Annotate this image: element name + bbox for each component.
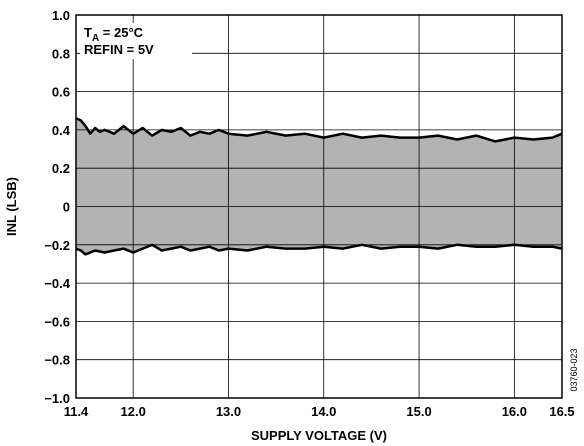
annotation-ta-symbol: T xyxy=(84,25,92,40)
x-tick-label: 16.0 xyxy=(502,404,527,419)
x-tick-label: 16.5 xyxy=(549,404,574,419)
annotation-background xyxy=(80,23,192,59)
series-lines xyxy=(75,117,563,256)
grid xyxy=(76,15,562,398)
y-tick-label: −0.6 xyxy=(44,314,70,329)
y-tick-label: 1.0 xyxy=(52,8,70,23)
x-axis-title: SUPPLY VOLTAGE (V) xyxy=(251,428,387,443)
annotation-temperature: TA = 25°C xyxy=(84,25,144,44)
annotation-ta-subscript: A xyxy=(92,33,99,44)
y-tick-label: 0.4 xyxy=(52,123,71,138)
y-tick-label: −0.2 xyxy=(44,238,70,253)
x-tick-label: 13.0 xyxy=(216,404,241,419)
y-tick-label: 0.6 xyxy=(52,85,70,100)
y-tick-label: 0 xyxy=(63,200,70,215)
inl-max-line xyxy=(75,117,563,143)
inl-envelope-fill xyxy=(76,118,562,255)
x-tick-label: 14.0 xyxy=(311,404,336,419)
y-tick-label: 0.8 xyxy=(52,46,70,61)
y-tick-label: −0.8 xyxy=(44,353,70,368)
figure-id: 03760-023 xyxy=(569,348,579,391)
y-tick-labels: 1.0 0.8 0.6 0.4 0.2 0 −0.2 −0.4 −0.6 −0.8 −1.0 xyxy=(44,8,70,406)
x-tick-labels: 11.4 12.0 13.0 14.0 15.0 16.0 16.5 xyxy=(64,404,575,419)
x-tick-label: 11.4 xyxy=(64,404,89,419)
plot-frame xyxy=(75,14,563,399)
annotation-refin: REFIN = 5V xyxy=(84,42,154,57)
annotation-ta-value: = 25°C xyxy=(99,25,143,40)
y-tick-label: −0.4 xyxy=(44,276,70,291)
y-tick-label: 0.2 xyxy=(52,161,70,176)
y-tick-label: −1.0 xyxy=(44,391,70,406)
y-axis-title: INL (LSB) xyxy=(4,177,19,236)
x-tick-label: 12.0 xyxy=(121,404,146,419)
envelope-area xyxy=(76,118,562,255)
x-tick-label: 15.0 xyxy=(406,404,431,419)
inl-min-line xyxy=(75,243,563,256)
